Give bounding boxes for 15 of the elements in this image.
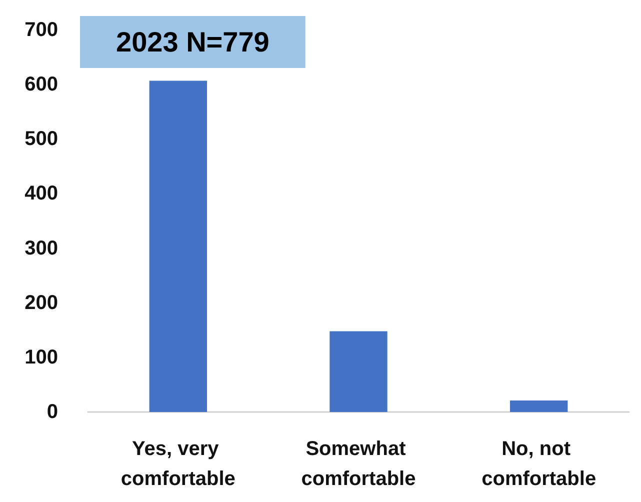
chart-title: 2023 N=779 <box>116 26 270 58</box>
bar <box>149 80 208 412</box>
y-tick-label: 600 <box>24 74 58 96</box>
y-tick-label: 200 <box>24 292 58 314</box>
x-tick-label: Somewhat comfortable <box>301 438 416 490</box>
y-tick-label: 500 <box>24 128 58 150</box>
y-tick-label: 0 <box>46 401 58 423</box>
y-tick-label: 300 <box>24 237 58 260</box>
y-tick-label: 100 <box>24 346 58 368</box>
x-tick-label: Yes, very comfortable <box>120 438 236 490</box>
bar <box>330 331 388 412</box>
y-tick-label: 400 <box>24 182 58 205</box>
x-tick-label: No, not comfortable <box>482 438 596 490</box>
y-tick-label: 700 <box>24 19 58 41</box>
bar <box>510 400 568 412</box>
